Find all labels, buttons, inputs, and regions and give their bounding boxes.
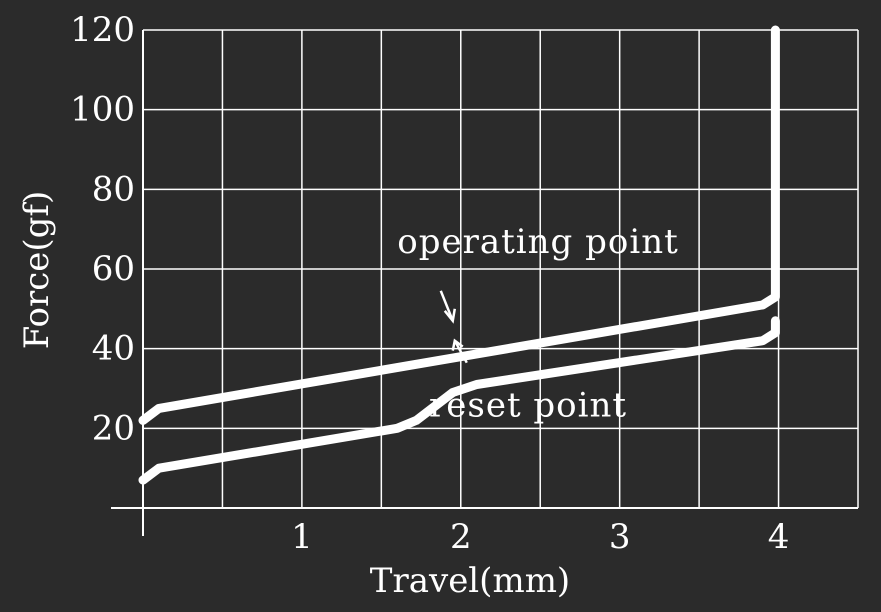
reset-point-arrowhead (451, 338, 464, 351)
y-tick-label: 120 (70, 10, 135, 50)
x-tick-label: 1 (291, 517, 313, 557)
tick-labels: 1 2 3 4 20 40 60 80 100 120 (70, 10, 789, 557)
series-line-2 (138, 316, 780, 485)
annotation-label: reset point (429, 385, 627, 425)
reset-point-arrow (453, 340, 468, 364)
annotations: operating point reset point (397, 222, 679, 425)
operating-point-arrow (439, 290, 454, 322)
y-tick-label: 40 (92, 329, 135, 369)
x-axis-label: Travel(mm) (370, 561, 570, 601)
y-axis-label: Force(gf) (17, 191, 57, 350)
series-line-1 (138, 25, 780, 425)
y-tick-label: 20 (92, 408, 135, 448)
series-group (138, 25, 780, 485)
y-tick-label: 100 (70, 90, 135, 130)
y-tick-label: 60 (92, 249, 135, 289)
x-tick-label: 2 (450, 517, 472, 557)
y-tick-label: 80 (92, 169, 135, 209)
axes (111, 30, 858, 536)
x-tick-label: 4 (768, 517, 790, 557)
annotation-label: operating point (397, 222, 679, 262)
operating-point-arrowhead (443, 308, 457, 324)
x-tick-label: 3 (609, 517, 631, 557)
